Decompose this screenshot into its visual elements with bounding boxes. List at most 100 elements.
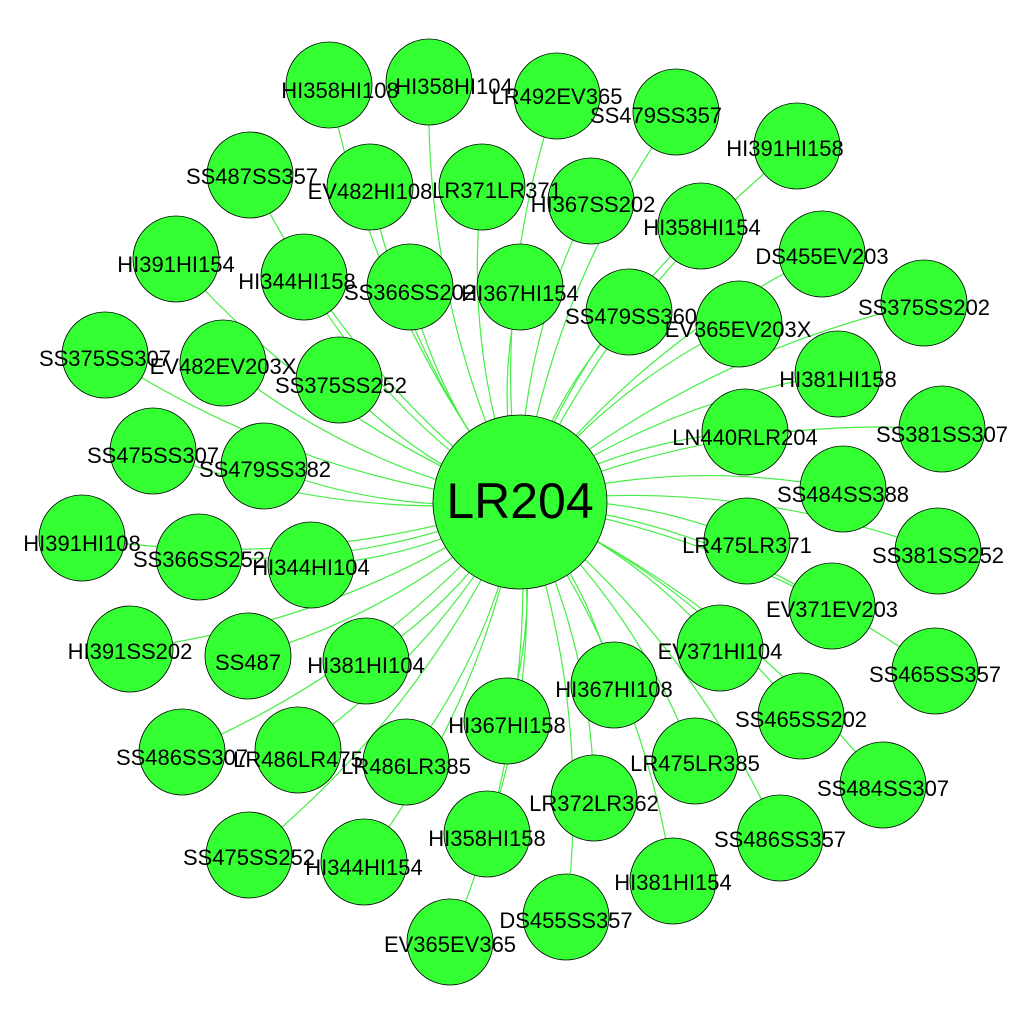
node-hi358hi104-1[interactable] [385,38,473,126]
node-hi344hi104-29[interactable] [267,521,355,609]
node-ev371hi104-36[interactable] [676,604,764,692]
hub-node[interactable]: LR204 [432,414,608,590]
node-hi391hi108-27[interactable] [38,494,126,582]
node-ss465ss202-39[interactable] [757,672,845,760]
node-ss381ss307-22[interactable] [898,385,986,473]
node-ln440rlr204-23[interactable] [701,388,789,476]
node-label-ss486ss307-40: SS486SS307 [116,745,248,770]
node-ss375ss252-20[interactable] [295,336,383,424]
node-label-hi391hi154-11: HI391HI154 [117,252,234,277]
node-hi358hi108-0[interactable] [285,41,373,129]
node-label-ss375ss252-20: SS375SS252 [275,373,407,398]
node-label-ss484ss307-45: SS484SS307 [817,776,949,801]
node-label-lr475lr371-30: LR475LR371 [682,533,812,558]
node-hi367hi108-38[interactable] [570,641,658,729]
node-ds455ss357-52[interactable] [522,873,610,961]
node-ss381ss252-31[interactable] [894,507,982,595]
node-label-hi344hi104-29: HI344HI104 [252,555,369,580]
hub-node-circle[interactable] [432,414,608,590]
node-label-ev371hi104-36: EV371HI104 [658,639,783,664]
node-ss375ss307-18[interactable] [61,311,149,399]
node-ss375ss202-17[interactable] [880,259,968,347]
node-label-ds455ev203-10: DS455EV203 [755,244,888,269]
node-ss366ss202-13[interactable] [366,243,454,331]
node-hi381hi158-21[interactable] [794,330,882,418]
node-label-hi367hi108-38: HI367HI108 [555,677,672,702]
node-label-ev482hi108-6: EV482HI108 [308,179,433,204]
node-hi391ss202-33[interactable] [86,605,174,693]
node-ev365ev203x-16[interactable] [695,280,783,368]
node-lr372lr362-46[interactable] [550,754,638,842]
node-lr475lr385-44[interactable] [651,717,739,805]
labels-layer: HI358HI108HI358HI104LR492EV365SS479SS357… [23,74,1008,957]
node-label-lr371lr371-7: LR371LR371 [432,178,562,203]
node-hi367hi158-43[interactable] [463,677,551,765]
node-ss465ss357-37[interactable] [891,627,979,715]
node-label-ss484ss388-26: SS484SS388 [777,482,909,507]
node-ss475ss307-24[interactable] [109,407,197,495]
node-hi381hi104-35[interactable] [322,617,410,705]
node-label-ev371ev203-32: EV371EV203 [766,597,898,622]
node-hi358hi158-50[interactable] [443,790,531,878]
node-ss487-34[interactable] [204,612,292,700]
node-ss484ss307-45[interactable] [839,741,927,829]
node-label-ss475ss307-24: SS475SS307 [87,443,219,468]
node-label-ss375ss307-18: SS375SS307 [39,346,171,371]
node-ss486ss307-40[interactable] [138,708,226,796]
node-label-ss465ss357-37: SS465SS357 [869,662,1001,687]
node-hi344hi154-49[interactable] [320,818,408,906]
node-hi358hi154-9[interactable] [657,182,745,270]
nodes-layer [38,38,986,986]
node-label-ss465ss202-39: SS465SS202 [735,707,867,732]
node-hi367hi154-14[interactable] [476,243,564,331]
node-label-hi367hi158-43: HI367HI158 [448,713,565,738]
node-ds455ev203-10[interactable] [778,210,866,298]
node-label-hi391hi108-27: HI391HI108 [23,531,140,556]
node-ss486ss357-47[interactable] [736,794,824,882]
node-lr486lr385-42[interactable] [362,718,450,806]
node-ss484ss388-26[interactable] [799,445,887,533]
node-ss479ss382-25[interactable] [220,422,308,510]
node-ev365ev365-53[interactable] [406,898,494,986]
node-label-ds455ss357-52: DS455SS357 [499,908,632,933]
node-ev482ev203x-19[interactable] [179,319,267,407]
node-label-hi381hi158-21: HI381HI158 [779,367,896,392]
node-label-hi358hi108-0: HI358HI108 [281,78,398,103]
node-hi391hi154-11[interactable] [132,215,220,303]
node-label-ss479ss360-15: SS479SS360 [565,304,697,329]
node-ss479ss360-15[interactable] [585,268,673,356]
node-label-hi358hi104-1: HI358HI104 [395,74,512,99]
node-ss487ss357-5[interactable] [206,131,294,219]
node-label-ss479ss382-25: SS479SS382 [199,457,331,482]
node-hi381hi154-51[interactable] [629,837,717,925]
node-label-hi381hi154-51: HI381HI154 [614,870,731,895]
node-label-lr486lr475-41: LR486LR475 [233,747,363,772]
node-label-ev482ev203x-19: EV482EV203X [150,354,297,379]
node-label-ss381ss307-22: SS381SS307 [876,422,1008,447]
node-lr492ev365-2[interactable] [513,52,601,140]
node-ss366ss252-28[interactable] [155,513,243,601]
node-lr486lr475-41[interactable] [254,706,342,794]
node-ss479ss357-3[interactable] [632,68,720,156]
node-ss475ss252-48[interactable] [205,811,293,899]
node-hi344hi158-12[interactable] [260,233,348,321]
node-label-hi381hi104-35: HI381HI104 [307,653,424,678]
node-label-ss487-34: SS487 [215,650,281,675]
hub-node-label: LR204 [446,473,593,529]
node-label-ss487ss357-5: SS487SS357 [186,164,318,189]
node-hi391hi158-4[interactable] [753,102,841,190]
node-label-hi391hi158-4: HI391HI158 [726,136,843,161]
node-label-ev365ev203x-16: EV365EV203X [665,317,812,342]
node-hi367ss202-8[interactable] [547,157,635,245]
node-label-lr372lr362-46: LR372LR362 [529,791,659,816]
node-label-ss381ss252-31: SS381SS252 [872,543,1004,568]
node-ev482hi108-6[interactable] [326,143,414,231]
node-label-ln440rlr204-23: LN440RLR204 [672,425,818,450]
node-label-ss366ss202-13: SS366SS202 [344,280,476,305]
node-lr371lr371-7[interactable] [438,143,526,231]
node-label-lr475lr385-44: LR475LR385 [630,751,760,776]
node-lr475lr371-30[interactable] [703,497,791,585]
node-label-lr486lr385-42: LR486LR385 [341,754,471,779]
node-ev371ev203-32[interactable] [788,562,876,650]
